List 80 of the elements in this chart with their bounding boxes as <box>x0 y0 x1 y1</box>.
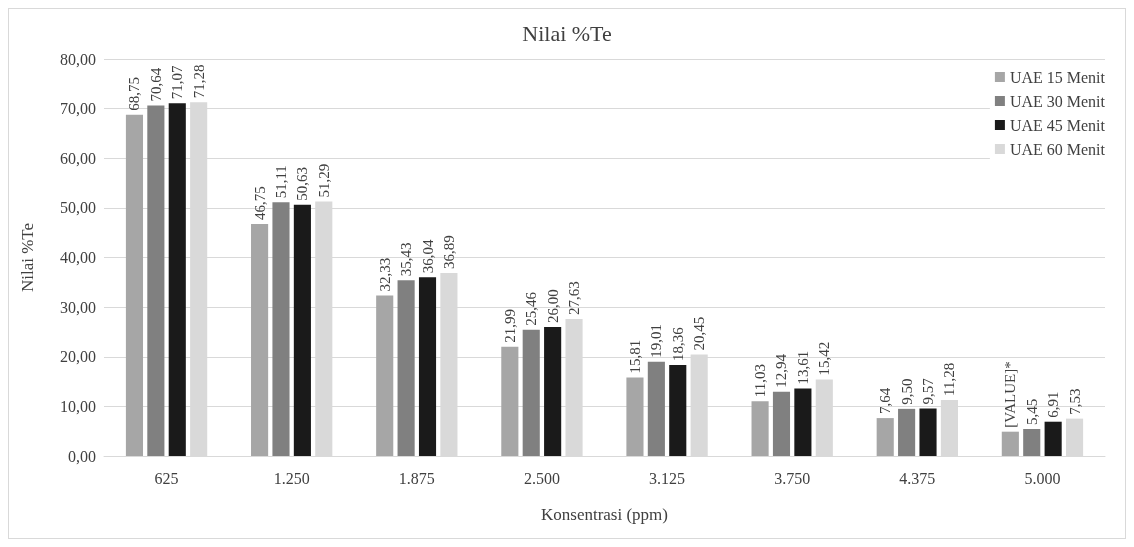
bar <box>251 224 269 456</box>
data-label: 25,46 <box>523 291 540 326</box>
data-label: 27,63 <box>566 281 583 315</box>
bar <box>168 103 186 456</box>
y-tick-label: 50,00 <box>60 199 96 217</box>
y-tick-label: 0,00 <box>68 447 96 465</box>
data-label: 5,45 <box>1023 398 1040 425</box>
bar <box>751 401 769 456</box>
legend-label: UAE 30 Menit <box>1009 92 1106 110</box>
bar <box>919 408 937 456</box>
legend-label: UAE 60 Menit <box>1009 140 1106 158</box>
data-label: 19,01 <box>648 323 665 358</box>
bar <box>544 326 562 456</box>
bar <box>501 346 519 456</box>
data-label: 70,64 <box>147 67 164 102</box>
x-tick-label: 3.125 <box>649 469 686 487</box>
bar <box>898 408 916 456</box>
data-label: 9,57 <box>920 377 937 405</box>
y-tick-label: 20,00 <box>60 348 96 366</box>
x-tick-label: 4.375 <box>899 469 936 487</box>
data-label: 50,63 <box>294 167 311 201</box>
bar <box>647 361 665 456</box>
data-label: 71,28 <box>190 64 207 99</box>
bar <box>147 105 165 456</box>
data-label: 71,07 <box>169 65 186 100</box>
y-tick-label: 30,00 <box>60 298 96 316</box>
x-tick-label: 1.250 <box>273 469 310 487</box>
data-label: 15,81 <box>626 339 643 374</box>
data-label: 32,33 <box>376 257 393 292</box>
y-tick-label: 70,00 <box>60 100 96 118</box>
data-label: 11,03 <box>752 364 769 398</box>
data-label: 7,64 <box>877 387 894 415</box>
data-label: 51,29 <box>315 163 332 198</box>
data-label: 51,11 <box>272 165 289 199</box>
data-label: 7,53 <box>1066 388 1083 415</box>
legend-label: UAE 45 Menit <box>1009 116 1106 134</box>
bar <box>376 295 394 456</box>
bar <box>1044 421 1062 456</box>
bar <box>293 204 311 456</box>
bar <box>669 364 687 456</box>
legend-label: UAE 15 Menit <box>1009 68 1106 86</box>
data-label: 20,45 <box>691 316 708 351</box>
data-label: [VALUE]* <box>1002 361 1019 428</box>
data-label: 6,91 <box>1045 391 1062 418</box>
data-label: 46,75 <box>251 186 268 220</box>
x-axis-title: Konsentrasi (ppm) <box>540 505 669 524</box>
x-tick-label: 3.750 <box>774 469 811 487</box>
bar <box>522 329 540 456</box>
data-label: 35,43 <box>398 242 415 277</box>
data-label: 21,99 <box>501 309 518 343</box>
bar <box>1023 428 1041 456</box>
data-label: 15,42 <box>816 341 833 376</box>
x-tick-label: 5.000 <box>1024 469 1061 487</box>
bar <box>125 114 144 456</box>
bar <box>1001 431 1019 456</box>
data-label: 68,75 <box>126 77 143 111</box>
bar <box>794 388 812 456</box>
data-label: 9,50 <box>898 378 915 405</box>
y-axis-title: Nilai %Te <box>18 222 37 293</box>
data-label: 11,28 <box>941 362 958 397</box>
y-tick-label: 10,00 <box>60 397 96 415</box>
chart-title: Nilai %Te <box>522 20 612 46</box>
bar <box>772 391 791 456</box>
y-tick-label: 60,00 <box>60 149 96 167</box>
x-tick-label: 1.875 <box>398 469 435 487</box>
bar <box>626 377 644 456</box>
bar <box>397 280 415 456</box>
data-label: 18,36 <box>669 326 686 361</box>
bar <box>876 418 894 456</box>
bar <box>272 202 290 456</box>
bar <box>418 277 437 456</box>
y-tick-label: 80,00 <box>60 50 96 68</box>
y-tick-label: 40,00 <box>60 249 96 266</box>
data-label: 12,94 <box>773 353 790 388</box>
data-label: 26,00 <box>544 289 561 323</box>
data-label: 13,61 <box>794 350 811 385</box>
x-tick-label: 625 <box>154 469 179 487</box>
data-label: 36,89 <box>440 235 457 269</box>
data-label: 36,04 <box>419 238 436 274</box>
x-tick-label: 2.500 <box>523 469 560 487</box>
